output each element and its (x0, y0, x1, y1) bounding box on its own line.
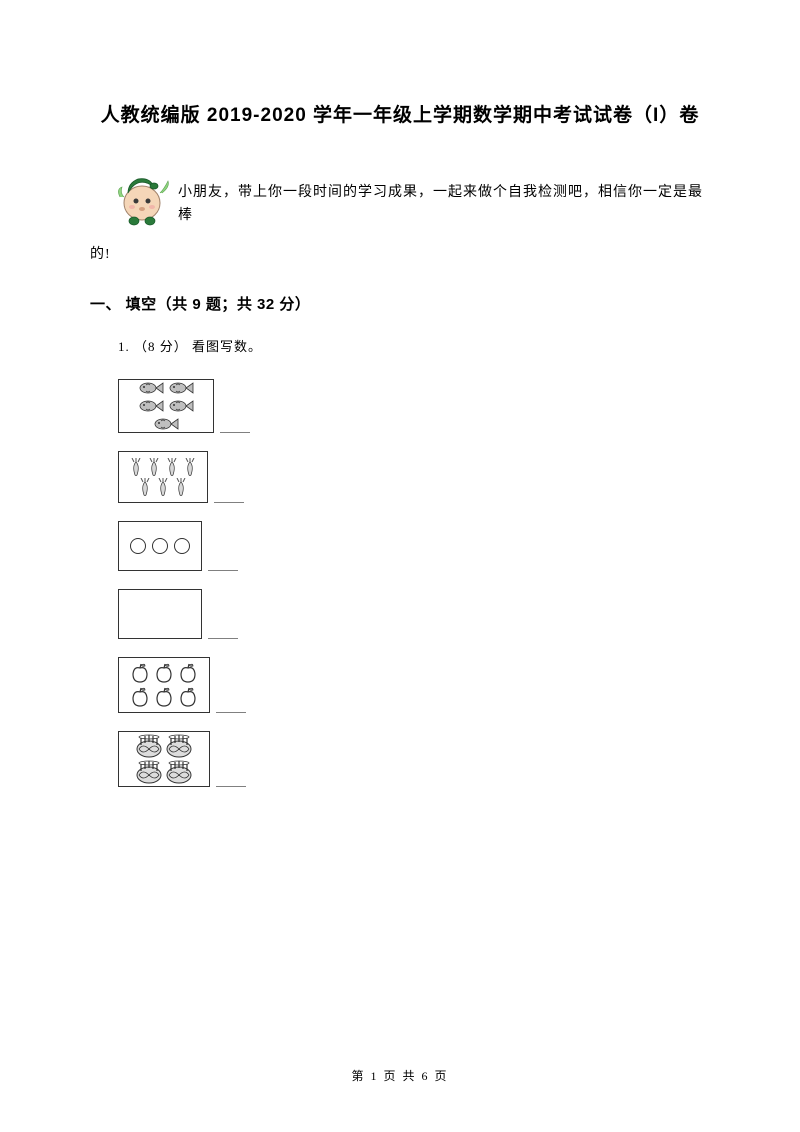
page-footer: 第 1 页 共 6 页 (0, 1067, 800, 1084)
question-points: （8 分） (134, 339, 188, 354)
carrot-icon (156, 478, 170, 496)
intro-text-2: 的! (90, 243, 710, 263)
answer-row-1 (118, 379, 710, 433)
apple-icon (154, 686, 174, 708)
answer-row-2 (118, 451, 710, 503)
melon-icon (165, 760, 193, 784)
image-box-carrot (118, 451, 208, 503)
apple-icon (130, 662, 150, 684)
melon-icon (165, 734, 193, 758)
mascot-icon (114, 167, 174, 229)
answer-blank[interactable] (220, 431, 250, 433)
circle-icon (130, 538, 146, 554)
page-container: 人教统编版 2019-2020 学年一年级上学期数学期中考试试卷（I）卷 小朋友… (0, 0, 800, 787)
circle-icon (152, 538, 168, 554)
carrot-icon (174, 478, 188, 496)
apple-icon (130, 686, 150, 708)
answer-blank[interactable] (214, 501, 244, 503)
apple-icon (178, 662, 198, 684)
carrot-icon (165, 458, 179, 476)
question-text: 看图写数。 (192, 339, 262, 354)
image-box-apple (118, 657, 210, 713)
answer-row-3 (118, 521, 710, 571)
melon-icon (135, 760, 163, 784)
fish-icon (168, 399, 194, 413)
fish-icon (138, 381, 164, 395)
image-box-fish (118, 379, 214, 433)
image-box-melon (118, 731, 210, 787)
carrot-icon (147, 458, 161, 476)
answer-blank[interactable] (216, 711, 246, 713)
image-box-empty (118, 589, 202, 639)
answer-row-5 (118, 657, 710, 713)
answer-blank[interactable] (216, 785, 246, 787)
intro-text-1: 小朋友，带上你一段时间的学习成果，一起来做个自我检测吧，相信你一定是最棒 (178, 182, 710, 227)
carrot-icon (183, 458, 197, 476)
answer-blank[interactable] (208, 637, 238, 639)
carrot-icon (129, 458, 143, 476)
answer-blank[interactable] (208, 569, 238, 571)
melon-icon (135, 734, 163, 758)
question-number: 1. (118, 339, 130, 354)
circle-icon (174, 538, 190, 554)
fish-icon (138, 399, 164, 413)
answer-row-6 (118, 731, 710, 787)
apple-icon (178, 686, 198, 708)
apple-icon (154, 662, 174, 684)
answer-row-4 (118, 589, 710, 639)
question-1: 1. （8 分） 看图写数。 (118, 336, 710, 355)
fish-icon (153, 417, 179, 431)
answer-boxes (90, 379, 710, 787)
carrot-icon (138, 478, 152, 496)
document-title: 人教统编版 2019-2020 学年一年级上学期数学期中考试试卷（I）卷 (90, 100, 710, 127)
fish-icon (168, 381, 194, 395)
image-box-circle (118, 521, 202, 571)
section-header: 一、 填空（共 9 题；共 32 分） (90, 293, 710, 314)
intro-row: 小朋友，带上你一段时间的学习成果，一起来做个自我检测吧，相信你一定是最棒 (114, 167, 710, 229)
